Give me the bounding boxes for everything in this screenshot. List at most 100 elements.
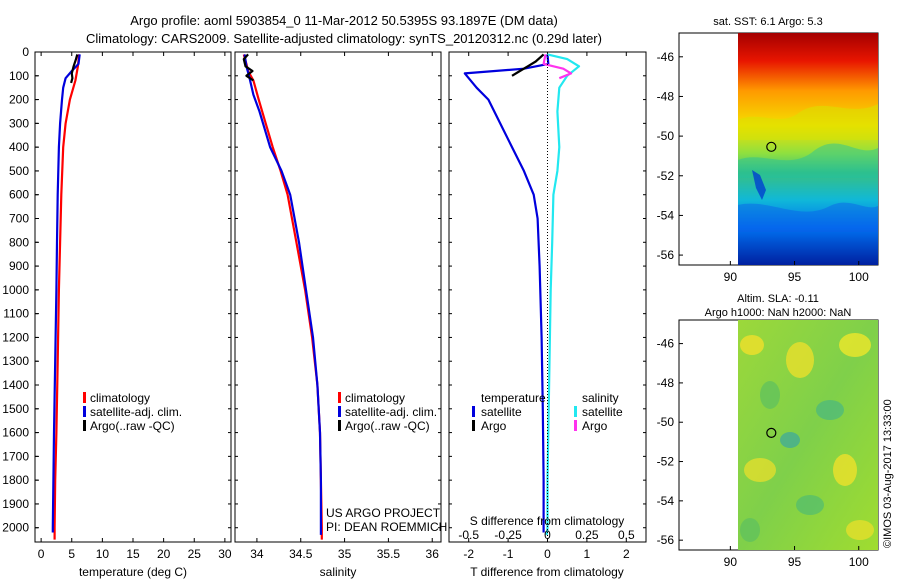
map-x-tick-label: 95: [788, 270, 802, 284]
map-y-tick-label: -56: [657, 533, 675, 547]
sla-map-title-2: Argo h1000: NaN h2000: NaN: [705, 307, 852, 319]
pi-credit: PI: DEAN ROEMMICH: [326, 520, 447, 534]
depth-tick-label: 800: [9, 235, 29, 249]
map-y-tick-label: -46: [657, 337, 675, 351]
sla-blob: [740, 518, 760, 542]
legend-temp-satellite: satellite: [481, 405, 522, 419]
s-tick-label: 0.25: [575, 528, 599, 542]
legend-swatch-sal-satellite: [574, 406, 577, 417]
legend-swatch-satellite: [83, 406, 86, 417]
legend-satellite-adj: satellite-adj. clim.: [345, 405, 437, 419]
map-x-tick-label: 90: [724, 270, 738, 284]
legend-swatch-temp-satellite: [472, 406, 475, 417]
legend-sal-satellite: satellite: [582, 405, 623, 419]
map-y-tick-label: -50: [657, 415, 675, 429]
map-y-tick-label: -48: [657, 376, 675, 390]
sla-blob: [786, 342, 814, 378]
x-tick-label: -2: [463, 547, 474, 561]
depth-tick-label: 1600: [2, 426, 29, 440]
temperature-axis-label: temperature (deg C): [79, 565, 187, 579]
depth-axis: 0 100 200 300 400 500 600 700 800 900 1000 1100 1200…: [2, 45, 39, 535]
legend-swatch-sal-argo: [574, 420, 577, 431]
depth-tick-label: 1000: [2, 283, 29, 297]
series-line: [542, 54, 573, 80]
sla-blob: [760, 381, 780, 409]
map-x-tick-label: 95: [788, 555, 802, 569]
legend-temp-argo: Argo: [481, 419, 507, 433]
depth-tick-label: 500: [9, 164, 29, 178]
depth-tick-label: 1500: [2, 402, 29, 416]
series-line: [511, 53, 545, 77]
s-difference-axis-label: S difference from climatology: [470, 514, 625, 528]
title-line-2: Climatology: CARS2009. Satellite-adjuste…: [86, 31, 602, 46]
legend-swatch-satellite: [338, 406, 341, 417]
depth-tick-label: 700: [9, 212, 29, 226]
series-line: [70, 54, 79, 84]
temperature-legend: climatology satellite-adj. clim. Argo(..…: [83, 391, 182, 433]
depth-tick-label: 600: [9, 188, 29, 202]
x-tick-label: 1: [584, 547, 591, 561]
x-tick-label: -1: [503, 547, 514, 561]
map-y-tick-label: -52: [657, 455, 675, 469]
profile-location-marker: [766, 427, 777, 438]
map-y-tick-label: -54: [657, 494, 675, 508]
difference-plot: -2 -1 0 1 2 -0.5 -0.25 0 0.25 0.5: [449, 51, 646, 561]
x-tick-label: 34: [250, 547, 264, 561]
x-tick-label: 35: [338, 547, 352, 561]
difference-legend: temperature salinity satellite satellite…: [472, 391, 623, 433]
profile-location-marker: [766, 141, 777, 152]
series-line: [243, 54, 322, 535]
sst-front-blue: [738, 202, 878, 232]
map-y-tick-label: -56: [657, 248, 675, 262]
x-tick-label: 34.5: [289, 547, 313, 561]
sla-blob: [839, 333, 871, 357]
legend-swatch-argo: [83, 420, 86, 431]
sla-blob: [833, 454, 857, 486]
salinity-legend: climatology satellite-adj. clim. Argo(..…: [338, 391, 437, 433]
legend-climatology: climatology: [345, 391, 405, 405]
depth-tick-label: 1700: [2, 449, 29, 463]
map-y-tick-label: -52: [657, 169, 675, 183]
x-tick-label: 35.5: [377, 547, 401, 561]
map-x-tick-label: 100: [849, 555, 869, 569]
x-tick-label: 0: [544, 547, 551, 561]
sst-front-yellow: [738, 104, 878, 140]
depth-tick-label: 1200: [2, 330, 29, 344]
map-x-tick-label: 90: [724, 555, 738, 569]
s-tick-label: 0.5: [618, 528, 635, 542]
title-line-1: Argo profile: aoml 5903854_0 11-Mar-2012…: [130, 13, 558, 28]
legend-swatch-climatology: [338, 392, 341, 403]
depth-tick-label: 1400: [2, 378, 29, 392]
sla-map-title-1: Altim. SLA: -0.11: [737, 293, 819, 305]
x-tick-label: 30: [218, 547, 232, 561]
sst-map-gradient: [738, 33, 878, 265]
s-tick-label: -0.5: [458, 528, 479, 542]
s-tick-label: 0: [544, 528, 551, 542]
s-tick-label: -0.25: [494, 528, 522, 542]
depth-tick-label: 1900: [2, 497, 29, 511]
x-tick-label: 10: [96, 547, 110, 561]
sst-cold-eddy: [752, 170, 766, 200]
legend-sal-argo: Argo: [582, 419, 608, 433]
sla-blob: [796, 495, 824, 515]
legend-argo-raw: Argo(..raw -QC): [345, 419, 430, 433]
series-line: [53, 54, 81, 540]
x-tick-label: 15: [126, 547, 140, 561]
sla-map-axes: 90 95 100 -46 -48 -50 -52 -54 -56: [657, 337, 869, 569]
depth-tick-label: 0: [22, 45, 29, 59]
depth-tick-label: 1300: [2, 354, 29, 368]
imos-timestamp: ©IMOS 03-Aug-2017 13:33:00: [882, 399, 894, 548]
salinity-axis-label: salinity: [320, 565, 357, 579]
depth-tick-label: 900: [9, 259, 29, 273]
t-difference-axis-label: T difference from climatology: [470, 565, 624, 579]
legend-salinity-heading: salinity: [582, 391, 619, 405]
x-tick-label: 25: [188, 547, 202, 561]
map-y-tick-label: -54: [657, 208, 675, 222]
sla-map-field: [738, 320, 878, 550]
x-tick-label: 2: [623, 547, 630, 561]
series-line: [545, 53, 581, 536]
sla-blob: [740, 335, 764, 355]
series-line: [242, 53, 255, 82]
temperature-plot: 0 5 10 15 20 25 30: [35, 51, 232, 561]
